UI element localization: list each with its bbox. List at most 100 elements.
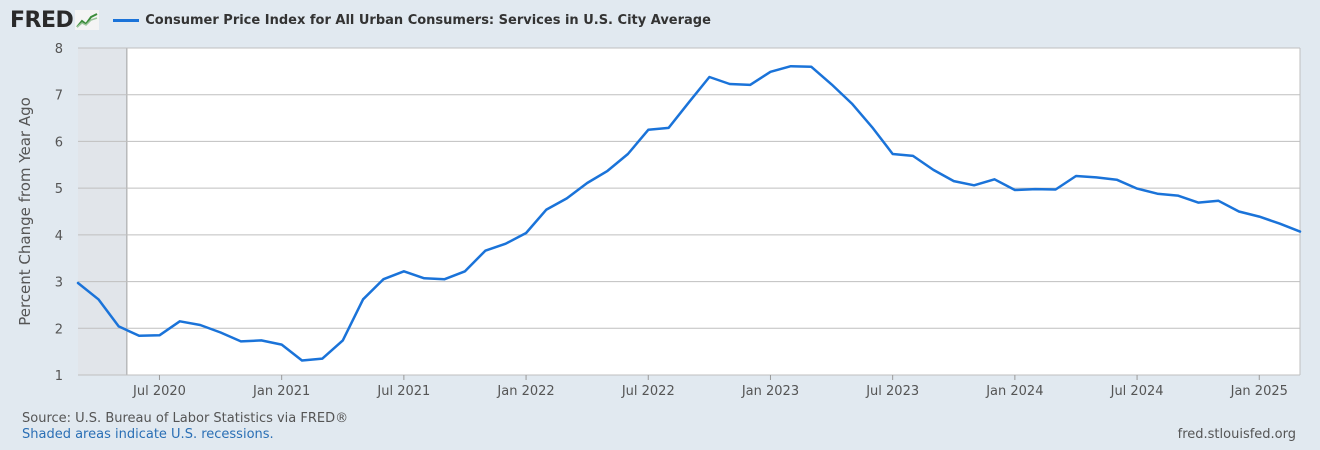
data-point[interactable] <box>361 297 365 301</box>
data-point[interactable] <box>382 277 386 281</box>
x-tick-label: Jul 2024 <box>1110 384 1164 399</box>
data-point[interactable] <box>1013 188 1017 192</box>
site-link[interactable]: fred.stlouisfed.org <box>1177 427 1296 442</box>
data-point[interactable] <box>1054 188 1058 192</box>
data-point[interactable] <box>1217 199 1221 203</box>
data-point[interactable] <box>585 181 589 185</box>
y-axis-ticks: 1 2 3 4 5 6 7 8 <box>55 42 63 384</box>
x-tick-label: Jan 2025 <box>1230 384 1288 399</box>
data-point[interactable] <box>952 179 956 183</box>
data-point[interactable] <box>463 269 467 273</box>
x-axis-ticks: Jul 2020 Jan 2021 Jul 2021 Jan 2022 Jul 2022… <box>132 375 1288 399</box>
y-tick-label: 5 <box>55 182 63 197</box>
data-point[interactable] <box>1135 187 1139 191</box>
data-point[interactable] <box>606 169 610 173</box>
x-tick-label: Jan 2024 <box>985 384 1043 399</box>
x-tick-label: Jan 2022 <box>496 384 554 399</box>
data-point[interactable] <box>544 208 548 212</box>
data-point[interactable] <box>341 338 345 342</box>
chart-graph-icon <box>75 10 100 30</box>
data-point[interactable] <box>891 152 895 156</box>
data-point[interactable] <box>626 152 630 156</box>
footer-notes: Source: U.S. Bureau of Labor Statistics … <box>22 411 348 443</box>
data-point[interactable] <box>1257 215 1261 219</box>
y-tick-label: 1 <box>55 369 63 384</box>
y-tick-label: 8 <box>55 42 63 57</box>
recession-band-0 <box>78 48 127 375</box>
data-point[interactable] <box>422 276 426 280</box>
x-tick-label: Jan 2023 <box>741 384 799 399</box>
y-tick-label: 6 <box>55 135 63 150</box>
data-point[interactable] <box>76 281 80 285</box>
data-point[interactable] <box>259 338 263 342</box>
data-point[interactable] <box>565 196 569 200</box>
y-axis-label: Percent Change from Year Ago <box>16 97 34 326</box>
data-point[interactable] <box>707 75 711 79</box>
x-tick-label: Jul 2021 <box>376 384 430 399</box>
data-point[interactable] <box>198 323 202 327</box>
data-point[interactable] <box>1074 174 1078 178</box>
x-tick-label: Jul 2020 <box>132 384 186 399</box>
data-point[interactable] <box>443 277 447 281</box>
data-point[interactable] <box>911 154 915 158</box>
source-note: Source: U.S. Bureau of Labor Statistics … <box>22 411 349 426</box>
plot-area <box>78 48 1300 375</box>
fred-logo-text: FRED <box>10 7 74 33</box>
fred-logo[interactable]: FRED <box>10 7 100 33</box>
data-point[interactable] <box>300 359 304 363</box>
data-point[interactable] <box>768 70 772 74</box>
data-point[interactable] <box>157 333 161 337</box>
data-point[interactable] <box>320 357 324 361</box>
data-point[interactable] <box>280 343 284 347</box>
data-point[interactable] <box>1278 222 1282 226</box>
legend-label[interactable]: Consumer Price Index for All Urban Consu… <box>145 12 711 28</box>
data-point[interactable] <box>931 168 935 172</box>
y-tick-label: 3 <box>55 276 63 291</box>
data-point[interactable] <box>1196 201 1200 205</box>
y-tick-label: 4 <box>55 229 63 244</box>
data-point[interactable] <box>830 82 834 86</box>
data-point[interactable] <box>972 183 976 187</box>
data-point[interactable] <box>96 297 100 301</box>
series-layer <box>76 64 1302 362</box>
data-point[interactable] <box>748 83 752 87</box>
recession-note: Shaded areas indicate U.S. recessions. <box>22 427 274 442</box>
x-tick-label: Jul 2022 <box>621 384 675 399</box>
data-point[interactable] <box>667 126 671 130</box>
data-point[interactable] <box>1115 178 1119 182</box>
data-point[interactable] <box>993 177 997 181</box>
data-point[interactable] <box>137 334 141 338</box>
y-tick-label: 7 <box>55 89 63 104</box>
series-line-0[interactable] <box>76 64 1302 362</box>
data-point[interactable] <box>850 102 854 106</box>
data-point[interactable] <box>504 242 508 246</box>
data-point[interactable] <box>483 249 487 253</box>
grid-lines <box>78 47 1301 376</box>
data-point[interactable] <box>239 339 243 343</box>
x-tick-label: Jan 2021 <box>252 384 310 399</box>
x-tick-label: Jul 2023 <box>865 384 919 399</box>
data-point[interactable] <box>1176 194 1180 198</box>
chart-header: FRED Consumer Price Index for All Urban … <box>10 6 711 34</box>
legend: Consumer Price Index for All Urban Consu… <box>113 13 711 28</box>
data-point[interactable] <box>178 319 182 323</box>
data-point[interactable] <box>646 128 650 132</box>
data-point[interactable] <box>1155 192 1159 196</box>
legend-swatch <box>113 18 140 22</box>
data-point[interactable] <box>402 269 406 273</box>
data-point[interactable] <box>1237 210 1241 214</box>
data-point[interactable] <box>687 100 691 104</box>
data-point[interactable] <box>117 324 121 328</box>
data-point[interactable] <box>1033 187 1037 191</box>
data-point[interactable] <box>789 64 793 68</box>
data-point[interactable] <box>1298 230 1302 234</box>
recession-shading <box>78 48 128 375</box>
data-point[interactable] <box>1094 175 1098 179</box>
data-point[interactable] <box>809 65 813 69</box>
data-point[interactable] <box>524 231 528 235</box>
data-point[interactable] <box>219 330 223 334</box>
data-point[interactable] <box>728 82 732 86</box>
y-tick-label: 2 <box>55 322 63 337</box>
data-point[interactable] <box>870 125 874 129</box>
